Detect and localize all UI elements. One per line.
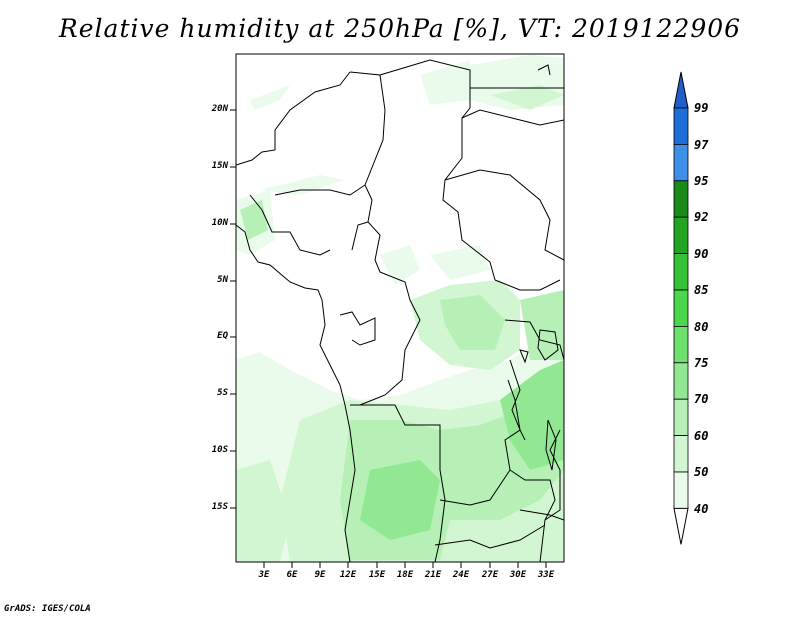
lat-label: 15S [211, 502, 228, 512]
lon-label: 12E [339, 570, 357, 580]
colorbar-swatch [673, 180, 689, 218]
lon-label: 18E [396, 570, 414, 580]
lon-ticks [263, 562, 547, 568]
colorbar-label: 80 [694, 320, 709, 334]
colorbar-label: 60 [694, 429, 709, 443]
colorbar-label: 99 [694, 101, 709, 115]
colorbar-swatch [673, 107, 689, 145]
colorbar-top-arrow [673, 71, 689, 109]
lat-label: 5N [217, 275, 228, 285]
colorbar-label: 97 [694, 138, 709, 152]
lon-label: 21E [424, 570, 442, 580]
lon-label: 15E [368, 570, 386, 580]
lat-label: 10S [211, 445, 228, 455]
colorbar-swatch [673, 143, 689, 182]
colorbar-swatch [673, 471, 689, 509]
lon-label: 27E [481, 570, 499, 580]
colorbar-label: 75 [694, 356, 709, 370]
lon-label: 6E [286, 570, 298, 580]
colorbar-label: 95 [694, 174, 709, 188]
lon-label: 24E [452, 570, 470, 580]
map-title: Relative humidity at 250hPa [%], VT: 201… [58, 14, 742, 43]
colorbar-swatch [673, 435, 689, 473]
lat-label: EQ [217, 331, 228, 341]
colorbar-swatch [673, 216, 689, 254]
colorbar-swatch [673, 325, 689, 364]
lat-label: 5S [217, 388, 228, 398]
humidity-shading [236, 55, 564, 562]
lat-label: 20N [211, 104, 228, 114]
lat-ticks [230, 109, 236, 509]
colorbar-label: 85 [694, 283, 709, 297]
colorbar-label: 40 [694, 502, 709, 516]
colorbar-label: 70 [694, 392, 709, 406]
colorbar-label: 90 [694, 247, 709, 261]
lon-label: 9E [314, 570, 326, 580]
colorbar-swatch [673, 362, 689, 400]
country-borders [236, 59, 564, 562]
colorbar-bottom-arrow [673, 507, 689, 545]
lon-label: 33E [537, 570, 555, 580]
credit-text: GrADS: IGES/COLA [4, 604, 91, 614]
colorbar-label: 50 [694, 465, 709, 479]
map-frame [235, 53, 565, 563]
colorbar [673, 71, 689, 545]
lon-label: 30E [509, 570, 527, 580]
colorbar-swatch [673, 289, 689, 327]
lon-label: 3E [258, 570, 270, 580]
lat-label: 15N [211, 161, 228, 171]
colorbar-swatch [673, 253, 689, 291]
colorbar-swatch [673, 398, 689, 437]
lat-label: 10N [211, 218, 228, 228]
colorbar-label: 92 [694, 210, 709, 224]
